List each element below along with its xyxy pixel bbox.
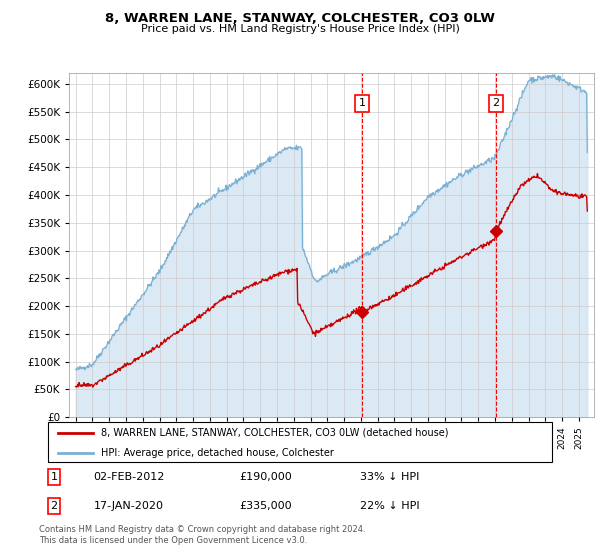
Text: 2: 2 bbox=[50, 501, 58, 511]
Text: 22% ↓ HPI: 22% ↓ HPI bbox=[361, 501, 420, 511]
Text: 17-JAN-2020: 17-JAN-2020 bbox=[94, 501, 163, 511]
Text: 2: 2 bbox=[492, 99, 499, 108]
Text: 1: 1 bbox=[50, 472, 58, 482]
Text: 8, WARREN LANE, STANWAY, COLCHESTER, CO3 0LW (detached house): 8, WARREN LANE, STANWAY, COLCHESTER, CO3… bbox=[101, 428, 448, 438]
Text: Price paid vs. HM Land Registry's House Price Index (HPI): Price paid vs. HM Land Registry's House … bbox=[140, 24, 460, 34]
Text: 02-FEB-2012: 02-FEB-2012 bbox=[94, 472, 165, 482]
Text: £190,000: £190,000 bbox=[239, 472, 292, 482]
Text: 33% ↓ HPI: 33% ↓ HPI bbox=[361, 472, 420, 482]
FancyBboxPatch shape bbox=[48, 422, 552, 462]
Text: Contains HM Land Registry data © Crown copyright and database right 2024.
This d: Contains HM Land Registry data © Crown c… bbox=[39, 525, 365, 545]
Text: 1: 1 bbox=[359, 99, 365, 108]
Text: £335,000: £335,000 bbox=[239, 501, 292, 511]
Text: 8, WARREN LANE, STANWAY, COLCHESTER, CO3 0LW: 8, WARREN LANE, STANWAY, COLCHESTER, CO3… bbox=[105, 12, 495, 25]
Text: HPI: Average price, detached house, Colchester: HPI: Average price, detached house, Colc… bbox=[101, 448, 334, 458]
